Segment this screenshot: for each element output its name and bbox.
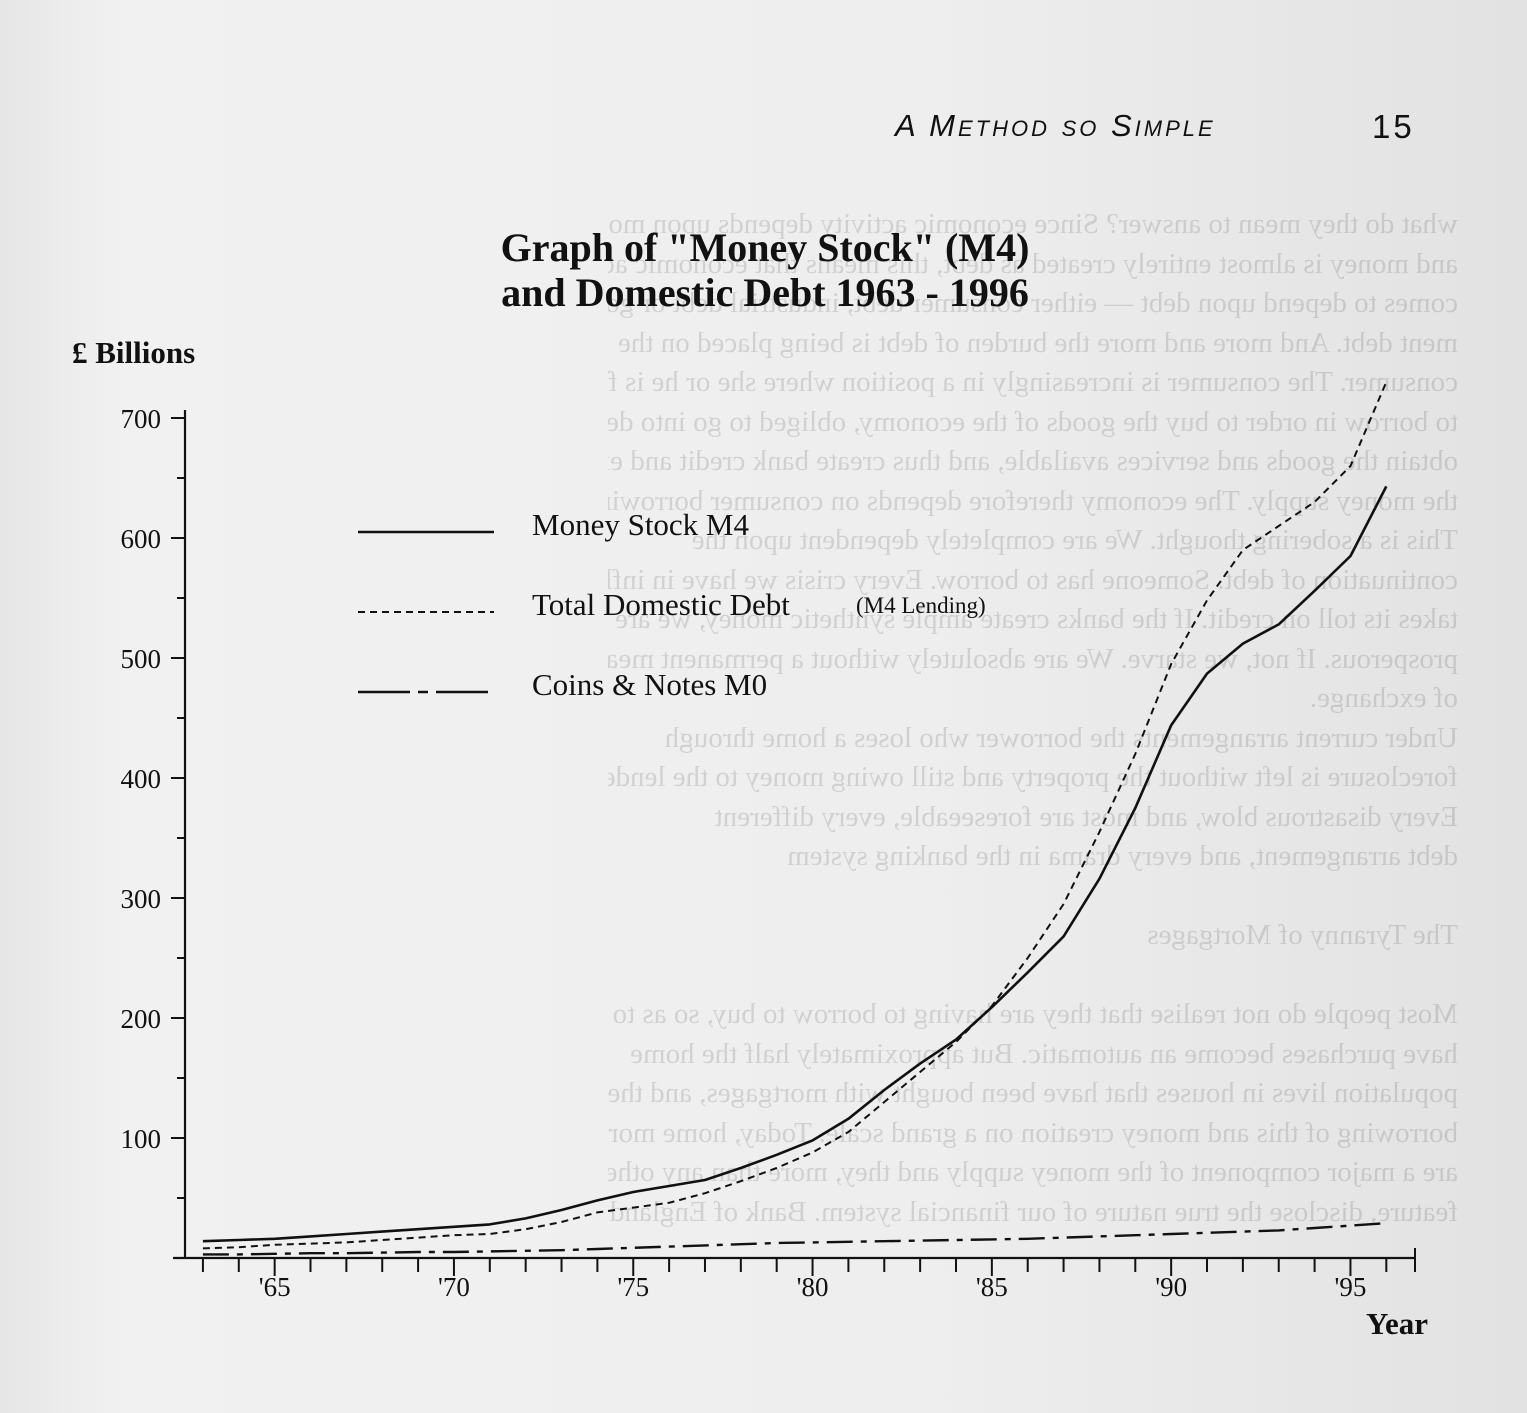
x-tick-label: '95 xyxy=(1335,1272,1367,1302)
y-tick-label: 400 xyxy=(121,764,162,794)
y-tick-label: 300 xyxy=(121,884,162,914)
x-tick-label: '75 xyxy=(617,1272,649,1302)
series-line-dashed xyxy=(202,381,1388,1250)
chart-axes xyxy=(173,410,1415,1260)
x-tick-label: '80 xyxy=(797,1272,829,1302)
series-line-solid xyxy=(202,485,1388,1243)
y-tick-label: 100 xyxy=(121,1124,162,1154)
y-tick-label: 200 xyxy=(121,1004,162,1034)
y-axis-label: £ Billions xyxy=(72,335,195,370)
chart-title: Graph of "Money Stock" (M4) and Domestic… xyxy=(440,225,1090,315)
running-head: A Method so Simple xyxy=(895,108,1216,143)
chart-ticks: 100 200 300 400 500 600 700 '65 '70 '75 '80 '85 '90 '… xyxy=(121,404,1416,1302)
x-axis-label: Year xyxy=(1366,1306,1428,1341)
x-tick-label: '65 xyxy=(259,1272,291,1302)
y-tick-label: 600 xyxy=(121,524,162,554)
legend-label: Coins & Notes M0 xyxy=(532,667,767,702)
series-line-dashdot xyxy=(202,1222,1387,1256)
legend-note: (M4 Lending) xyxy=(856,593,986,618)
y-tick-label: 500 xyxy=(121,644,162,674)
x-tick-label: '90 xyxy=(1155,1272,1187,1302)
chart-legend: Money Stock M4 Total Domestic Debt (M4 Len… xyxy=(358,507,986,702)
chart-title-line-1: Graph of "Money Stock" (M4) xyxy=(500,225,1030,270)
legend-label: Money Stock M4 xyxy=(532,507,750,542)
x-tick-label: '85 xyxy=(976,1272,1008,1302)
y-tick-label: 700 xyxy=(121,404,162,434)
x-tick-label: '70 xyxy=(438,1272,470,1302)
chart-title-line-2: and Domestic Debt 1963 - 1996 xyxy=(501,270,1029,315)
chart-series xyxy=(202,381,1388,1256)
legend-label: Total Domestic Debt xyxy=(532,587,790,622)
page-number: 15 xyxy=(1372,108,1415,145)
